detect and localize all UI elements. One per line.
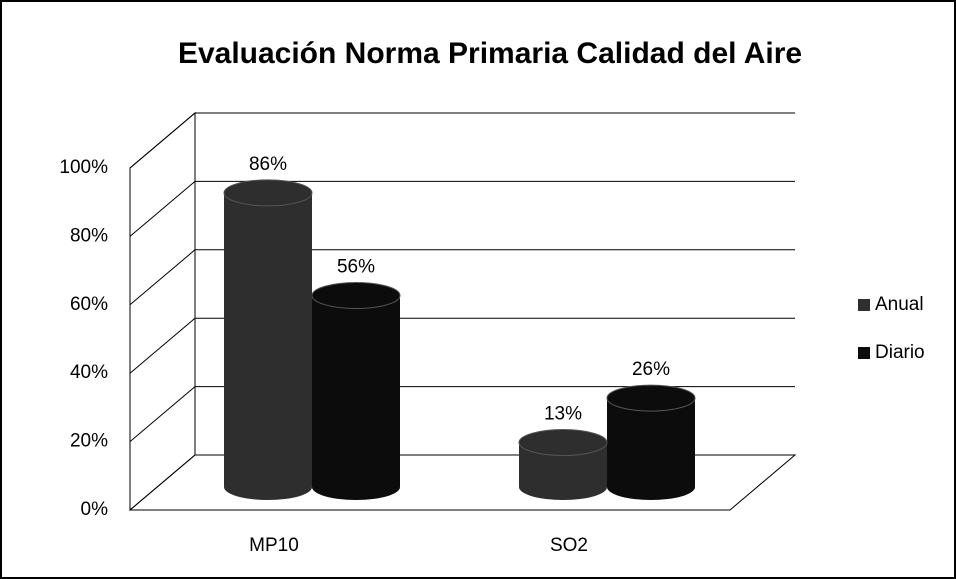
cylinder-body [607, 398, 695, 487]
data-label: 26% [632, 359, 670, 380]
y-tick-label: 40% [70, 362, 108, 383]
grid-line [129, 249, 795, 306]
y-tick-label: 20% [70, 431, 108, 452]
legend-swatch [858, 347, 870, 359]
y-tick-label: 100% [59, 157, 108, 178]
y-tick-label: 60% [70, 294, 108, 315]
cylinder-top [311, 281, 401, 309]
data-label: 86% [249, 154, 287, 175]
legend-swatch [858, 299, 870, 311]
x-tick-label: SO2 [550, 535, 588, 556]
legend-label: Anual [875, 294, 924, 315]
chart-title: Evaluación Norma Primaria Calidad del Ai… [178, 37, 802, 70]
data-label: 56% [337, 256, 375, 277]
data-label: 13% [544, 404, 582, 425]
y-tick-label: 80% [70, 225, 108, 246]
cylinder-top [518, 429, 608, 457]
x-tick-label: MP10 [249, 535, 299, 556]
cylinder-top [223, 179, 313, 207]
cylinder-body [224, 192, 312, 487]
grid-line [129, 180, 795, 237]
y-tick-label: 0% [81, 499, 109, 520]
grid-line [129, 317, 795, 374]
grid-line [129, 386, 795, 442]
legend-label: Diario [875, 342, 925, 363]
cylinder-top [606, 384, 696, 412]
cylinder-body [312, 295, 400, 487]
grid-line [129, 112, 795, 169]
